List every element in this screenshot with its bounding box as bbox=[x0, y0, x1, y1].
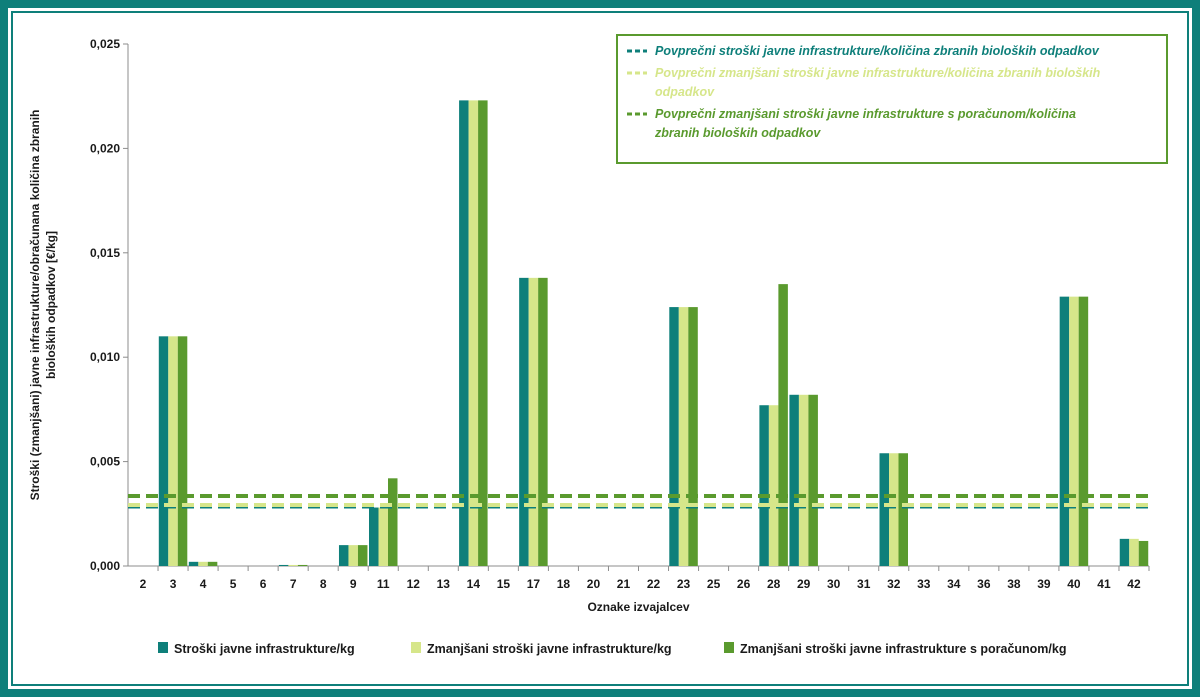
legend-swatch-2 bbox=[411, 642, 421, 653]
x-tick-label: 4 bbox=[200, 577, 207, 591]
bar-11-series-3 bbox=[388, 478, 398, 566]
chart-panel: 0,000 0,005 0,010 0,015 0,020 0,025 2 3 4 5 6 7 8 9 11… bbox=[8, 8, 1192, 689]
y-tick-label: 0,000 bbox=[90, 559, 120, 573]
y-tick-label: 0,025 bbox=[90, 37, 120, 51]
bar-40-series-2 bbox=[1069, 296, 1079, 566]
average-legend-label-3: zbranih bioloških odpadkov bbox=[654, 126, 821, 140]
y-tick-label: 0,005 bbox=[90, 455, 120, 469]
y-axis-title-line: Stroški (zmanjšani) javne infrastrukture… bbox=[28, 110, 42, 501]
y-tick-label: 0,015 bbox=[90, 246, 120, 260]
x-tick-label: 15 bbox=[497, 577, 511, 591]
x-tick-label: 6 bbox=[260, 577, 267, 591]
average-legend-label-3: Povprečni zmanjšani stroški javne infras… bbox=[655, 107, 1076, 121]
average-legend-box bbox=[616, 34, 1168, 164]
bar-14-series-2 bbox=[468, 100, 479, 566]
bar-9-series-1 bbox=[338, 545, 349, 566]
y-tick-label: 0,010 bbox=[90, 350, 120, 364]
x-tick-label: 40 bbox=[1067, 577, 1081, 591]
x-tick-label: 41 bbox=[1097, 577, 1111, 591]
bar-32-series-1 bbox=[879, 453, 889, 566]
bar-3-series-3 bbox=[177, 336, 188, 566]
bar-7-series-3 bbox=[297, 564, 308, 566]
bar-29-series-3 bbox=[808, 394, 818, 566]
bar-42-series-2 bbox=[1129, 538, 1139, 566]
bar-40-series-1 bbox=[1059, 296, 1070, 566]
legend-label-2: Zmanjšani stroški javne infrastrukture/k… bbox=[427, 642, 672, 656]
x-tick-label: 12 bbox=[407, 577, 421, 591]
x-tick-label: 34 bbox=[947, 577, 961, 591]
bar-17-series-3 bbox=[538, 277, 548, 566]
x-tick-label: 3 bbox=[170, 577, 177, 591]
x-tick-label: 14 bbox=[467, 577, 481, 591]
legend-label-3: Zmanjšani stroški javne infrastrukture s… bbox=[740, 642, 1066, 656]
bar-3-series-2 bbox=[168, 336, 178, 566]
bar-4-series-1 bbox=[188, 561, 199, 566]
bar-7-series-2 bbox=[288, 564, 298, 566]
x-tick-label: 32 bbox=[887, 577, 901, 591]
x-tick-label: 30 bbox=[827, 577, 841, 591]
bar-4-series-2 bbox=[198, 561, 208, 566]
bar-42-series-1 bbox=[1119, 538, 1130, 566]
bar-42-series-3 bbox=[1138, 540, 1149, 566]
x-tick-label: 36 bbox=[977, 577, 991, 591]
x-tick-label: 25 bbox=[707, 577, 721, 591]
x-tick-label: 31 bbox=[857, 577, 871, 591]
x-tick-label: 2 bbox=[140, 577, 147, 591]
x-tick-label: 18 bbox=[557, 577, 571, 591]
bar-28-series-1 bbox=[759, 405, 769, 566]
bar-3-series-1 bbox=[158, 336, 169, 566]
x-tick-label: 8 bbox=[320, 577, 327, 591]
x-tick-label: 38 bbox=[1007, 577, 1021, 591]
average-legend-label-2: Povprečni zmanjšani stroški javne infras… bbox=[655, 66, 1101, 80]
x-tick-label: 17 bbox=[527, 577, 541, 591]
x-tick-label: 33 bbox=[917, 577, 931, 591]
x-axis-title: Oznake izvajalcev bbox=[587, 600, 689, 614]
bar-32-series-3 bbox=[898, 453, 908, 566]
legend-swatch-3 bbox=[724, 642, 734, 653]
y-axis-title-line: bioloških odpadkov [€/kg] bbox=[44, 231, 58, 379]
bar-40-series-3 bbox=[1078, 296, 1089, 566]
bar-23-series-3 bbox=[688, 307, 698, 566]
y-axis-title: Stroški (zmanjšani) javne infrastrukture… bbox=[28, 110, 58, 501]
bar-11-series-1 bbox=[369, 507, 379, 566]
bar-23-series-1 bbox=[669, 307, 679, 566]
average-legend-label-2: odpadkov bbox=[655, 85, 715, 99]
x-tick-label: 13 bbox=[437, 577, 451, 591]
bar-9-series-2 bbox=[348, 545, 358, 566]
bar-17-series-2 bbox=[528, 277, 539, 566]
bar-14-series-3 bbox=[478, 100, 488, 566]
bar-7-series-1 bbox=[278, 564, 289, 566]
bar-29-series-2 bbox=[798, 394, 809, 566]
average-legend-label-1: Povprečni stroški javne infrastrukture/k… bbox=[655, 44, 1100, 58]
x-tick-label: 5 bbox=[230, 577, 237, 591]
x-tick-label: 42 bbox=[1127, 577, 1141, 591]
x-tick-label: 26 bbox=[737, 577, 751, 591]
legend-label-1: Stroški javne infrastrukture/kg bbox=[174, 642, 355, 656]
y-tick-label: 0,020 bbox=[90, 141, 120, 155]
legend-swatch-1 bbox=[158, 642, 168, 653]
bar-28-series-2 bbox=[768, 405, 779, 566]
x-tick-label: 7 bbox=[290, 577, 297, 591]
x-tick-label: 39 bbox=[1037, 577, 1051, 591]
bar-11-series-2 bbox=[378, 507, 388, 566]
bar-32-series-2 bbox=[889, 453, 899, 566]
x-tick-label: 28 bbox=[767, 577, 781, 591]
x-tick-label: 23 bbox=[677, 577, 691, 591]
bar-4-series-3 bbox=[207, 561, 218, 566]
bar-14-series-1 bbox=[459, 100, 469, 566]
x-tick-label: 22 bbox=[647, 577, 661, 591]
x-tick-label: 29 bbox=[797, 577, 811, 591]
bar-29-series-1 bbox=[789, 394, 799, 566]
bar-28-series-3 bbox=[778, 284, 788, 566]
bar-9-series-3 bbox=[357, 545, 368, 566]
bar-17-series-1 bbox=[519, 277, 529, 566]
x-tick-label: 11 bbox=[377, 577, 390, 591]
x-tick-label: 21 bbox=[617, 577, 631, 591]
bar-23-series-2 bbox=[678, 307, 689, 566]
x-tick-label: 9 bbox=[350, 577, 357, 591]
x-tick-label: 20 bbox=[587, 577, 601, 591]
